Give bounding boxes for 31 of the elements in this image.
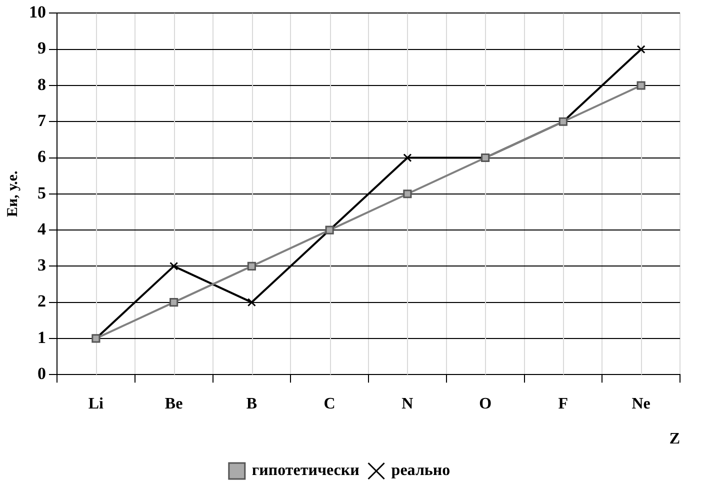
legend-label: гипотетически — [252, 462, 360, 480]
point — [170, 262, 178, 270]
x-tick-label: B — [246, 395, 258, 412]
y-tick-label: 3 — [38, 256, 46, 275]
y-tick-label: 5 — [38, 183, 46, 202]
y-axis-title: Еи, у.е. — [4, 170, 21, 218]
x-tick-label: N — [402, 395, 414, 412]
point — [247, 298, 256, 307]
point — [170, 298, 178, 307]
point — [403, 153, 412, 162]
x-tick-label: F — [558, 395, 568, 412]
y-tick-label: 0 — [38, 364, 46, 383]
y-tick-label: 8 — [38, 74, 46, 94]
point — [636, 81, 646, 90]
y-tick-label: 4 — [38, 219, 46, 238]
y-tick-label: 9 — [38, 38, 46, 58]
y-tick-label: 6 — [38, 147, 46, 166]
x-axis-title: Z — [669, 430, 680, 448]
y-tick-label: 7 — [38, 111, 46, 130]
point — [247, 262, 256, 270]
point — [403, 190, 412, 198]
legend-label: реально — [391, 462, 450, 480]
x-tick-label: Li — [88, 395, 104, 412]
x-tick-label: C — [324, 395, 336, 412]
x-tick-label: Ne — [632, 395, 650, 412]
point — [636, 45, 646, 54]
x-tick-label: Be — [164, 395, 183, 412]
x-tick-label: O — [479, 395, 492, 412]
y-tick-label: 10 — [29, 2, 46, 22]
y-tick-label: 2 — [38, 292, 46, 311]
y-tick-label: 1 — [38, 328, 46, 347]
